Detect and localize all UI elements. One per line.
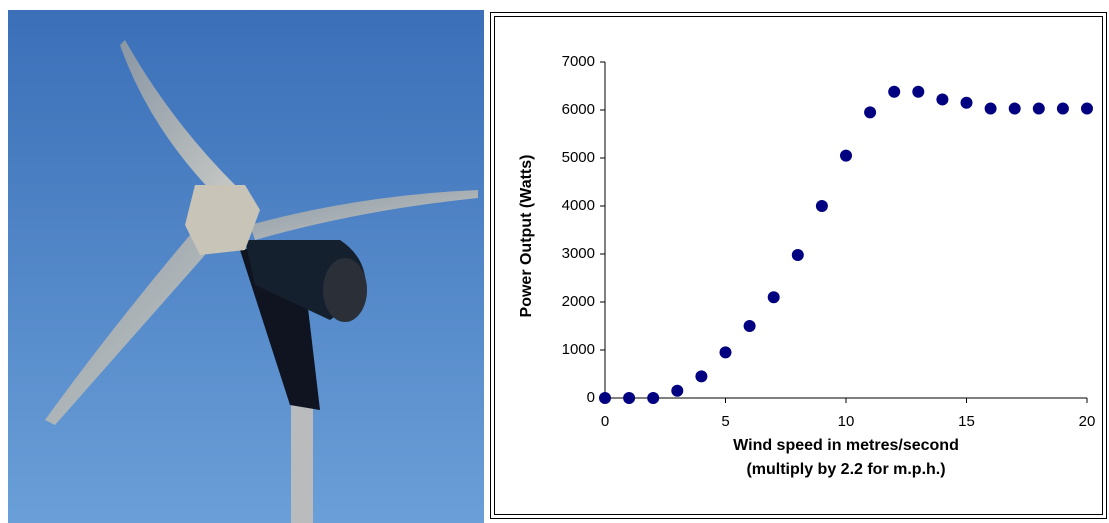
y-tick-label: 7000 [562,53,595,70]
x-tick-label: 15 [958,413,975,430]
x-axis-label: Wind speed in metres/second [733,437,959,454]
y-tick-label: 4000 [562,197,595,214]
point [961,97,973,109]
x-tick-label: 0 [601,413,609,430]
point [840,150,852,162]
point [1081,103,1093,115]
x-tick-label: 20 [1079,413,1096,430]
y-tick-label: 5000 [562,149,595,166]
point [1009,103,1021,115]
y-tick-label: 3000 [562,245,595,262]
point [720,346,732,358]
x-tick-label: 5 [721,413,729,430]
point [695,370,707,382]
point [888,86,900,98]
turbine-photo [8,10,484,523]
point [647,392,659,404]
point [816,200,828,212]
point [671,385,683,397]
y-tick-label: 2000 [562,293,595,310]
point [985,103,997,115]
y-tick-label: 0 [587,389,595,406]
point [744,320,756,332]
y-tick-label: 6000 [562,101,595,118]
x-axis-label: (multiply by 2.2 for m.p.h.) [746,461,945,478]
point [599,392,611,404]
point [1033,103,1045,115]
point [864,106,876,118]
y-tick-label: 1000 [562,341,595,358]
page: 0 1000 2000 3000 4000 5000 6000 7000 0 5 10 15 20 Pow… [0,0,1109,523]
x-tick-label: 10 [838,413,855,430]
point [792,249,804,261]
point [1057,103,1069,115]
point [768,291,780,303]
y-axis-label: Power Output (Watts) [518,155,535,318]
point [623,392,635,404]
point [936,93,948,105]
point [912,86,924,98]
